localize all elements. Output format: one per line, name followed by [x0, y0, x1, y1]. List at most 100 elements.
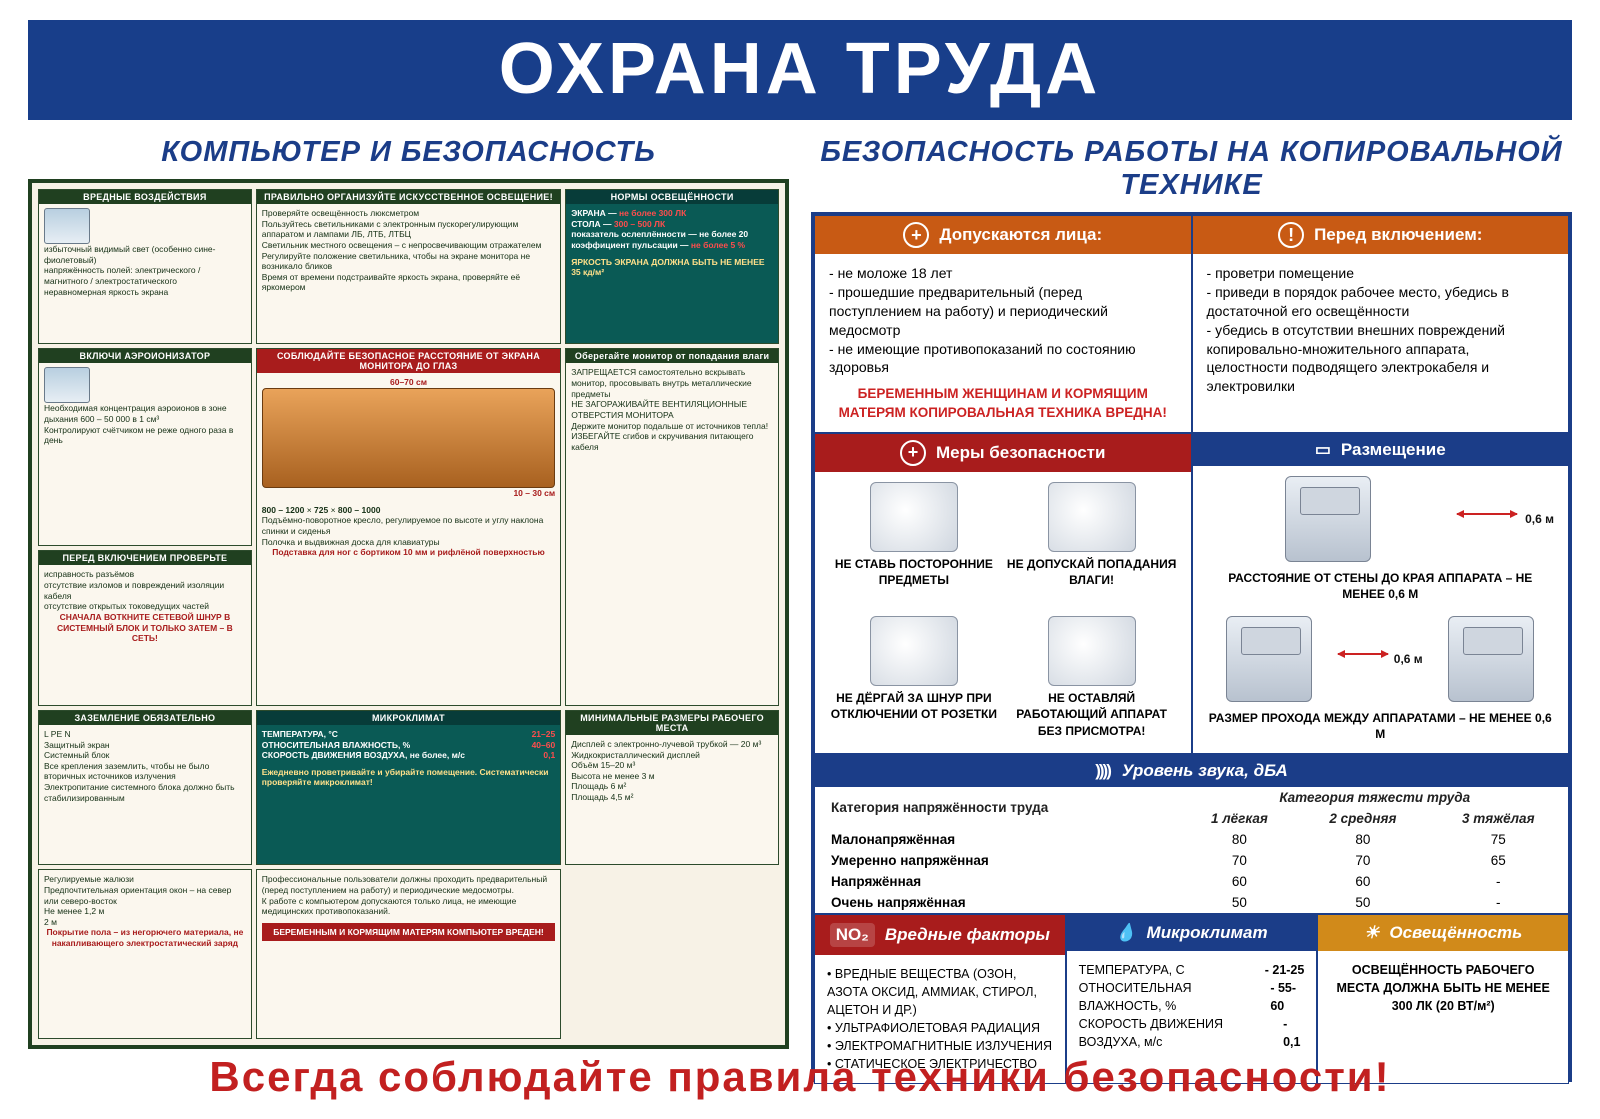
copier-icon — [1448, 616, 1534, 702]
v: - 55-60 — [1270, 979, 1304, 1015]
cell-head: ПРАВИЛЬНО ОРГАНИЗУЙТЕ ИСКУССТВЕННОЕ ОСВЕ… — [257, 190, 560, 204]
item: исправность разъёмов — [44, 569, 246, 580]
item: Предпочтительная ориентация окон – на се… — [44, 885, 246, 906]
desk-h: 725 — [314, 505, 328, 515]
cell-head: НОРМЫ ОСВЕЩЁННОСТИ — [566, 190, 778, 204]
item: Светильник местного освещения – с непрос… — [262, 240, 555, 251]
item: Пользуйтесь светильниками с электронным … — [262, 219, 555, 240]
trio-head: 💧 Микроклимат — [1067, 915, 1317, 951]
item: приведи в порядок рабочее место, убедись… — [1207, 283, 1555, 321]
dimension-arrow — [1457, 513, 1517, 525]
copier-icon — [1226, 616, 1312, 702]
title: Перед включением: — [1314, 225, 1482, 245]
item: отсутствие изломов и повреждений изоляци… — [44, 580, 246, 601]
box-head: ▭ Размещение — [1193, 434, 1569, 466]
text: Профессиональные пользователи должны про… — [262, 874, 555, 895]
dim-label: 0,6 м — [1525, 511, 1554, 527]
item: Жидкокристаллический дисплей — [571, 750, 773, 761]
k: ОТНОСИТЕЛЬНАЯ ВЛАЖНОСТЬ, % — [1079, 979, 1263, 1015]
sound-head: )))) Уровень звука, дБА — [815, 755, 1568, 787]
title: Допускаются лица: — [939, 225, 1102, 245]
cell-head: ВКЛЮЧИ АЭРОИОНИЗАТОР — [39, 349, 251, 363]
item: Электропитание системного блока должно б… — [44, 782, 246, 803]
col-group-b: Категория тяжести труда — [1182, 787, 1568, 808]
col: 1 лёгкая — [1182, 808, 1298, 829]
cell-grounding: ЗАЗЕМЛЕНИЕ ОБЯЗАТЕЛЬНО L PE N Защитный э… — [38, 710, 252, 865]
cell-head: ПЕРЕД ВКЛЮЧЕНИЕМ ПРОВЕРЬТЕ — [39, 551, 251, 565]
cell-harmful-effects: ВРЕДНЫЕ ВОЗДЕЙСТВИЯ избыточный видимый с… — [38, 189, 252, 344]
footer-slogan: Всегда соблюдайте правила техники безопа… — [0, 1053, 1600, 1101]
item: неравномерная яркость экрана — [44, 287, 246, 298]
note: Полочка и выдвижная доска для клавиатуры — [262, 537, 555, 548]
k: СКОРОСТЬ ДВИЖЕНИЯ ВОЗДУХА, не более, м/с — [262, 750, 465, 760]
right-panel: + Допускаются лица: не моложе 18 лет про… — [811, 212, 1572, 1082]
two-columns: КОМПЬЮТЕР И БЕЗОПАСНОСТЬ ВРЕДНЫЕ ВОЗДЕЙС… — [28, 136, 1572, 1082]
item: Регулируйте положение светильника, чтобы… — [262, 251, 555, 272]
warning-text: БЕРЕМЕННЫМ ЖЕНЩИНАМ И КОРМЯЩИМ МАТЕРЯМ К… — [829, 385, 1177, 421]
item: ИЗБЕГАЙТЕ сгибов и скручивания питающего… — [571, 431, 773, 452]
footrest: Подставка для ног с бортиком 10 мм и риф… — [262, 547, 555, 558]
item: убедись в отсутствии внешних повреждений… — [1207, 321, 1555, 397]
no2-icon: NO₂ — [830, 923, 875, 947]
sound-table: Категория напряжённости труда Категория … — [815, 787, 1568, 913]
v: 40–60 — [532, 740, 556, 751]
item: Держите монитор подальше от источников т… — [571, 421, 773, 432]
desk-illustration — [262, 388, 555, 488]
item: Площадь 6 м² — [571, 781, 773, 792]
left-poster: ВРЕДНЫЕ ВОЗДЕЙСТВИЯ избыточный видимый с… — [28, 179, 789, 1049]
left-heading: КОМПЬЮТЕР И БЕЗОПАСНОСТЬ — [28, 136, 789, 169]
item: не моложе 18 лет — [829, 264, 1177, 283]
v: 21–25 — [532, 729, 556, 740]
item: L PE N — [44, 729, 246, 740]
item: ЗАПРЕЩАЕТСЯ самостоятельно вскрывать мон… — [571, 367, 773, 399]
safety-q3: НЕ ДЁРГАЙ ЗА ШНУР ПРИ ОТКЛЮЧЕНИИ ОТ РОЗЕ… — [829, 616, 999, 742]
keyboard-distance: 10 – 30 см — [262, 488, 555, 499]
item: Время от времени подстраивайте яркость э… — [262, 272, 555, 293]
desk-w: 800 – 1200 — [262, 505, 305, 515]
item: Площадь 4,5 м² — [571, 792, 773, 803]
plug-icon — [870, 616, 958, 686]
item: Все крепления заземлить, чтобы не было в… — [44, 761, 246, 782]
dimension-arrow — [1338, 653, 1388, 665]
cell-head: МИКРОКЛИМАТ — [257, 711, 560, 725]
caption: РАССТОЯНИЕ ОТ СТЕНЫ ДО КРАЯ АППАРАТА – Н… — [1207, 570, 1555, 602]
foot: СНАЧАЛА ВОТКНИТЕ СЕТЕВОЙ ШНУР В СИСТЕМНЫ… — [44, 612, 246, 644]
item: проветри помещение — [1207, 264, 1555, 283]
ionizer-icon — [44, 367, 90, 403]
k: ТЕМПЕРАТУРА, °С — [262, 729, 338, 739]
cell-head: ВРЕДНЫЕ ВОЗДЕЙСТВИЯ — [39, 190, 251, 204]
k: ОТНОСИТЕЛЬНАЯ ВЛАЖНОСТЬ, % — [262, 740, 410, 750]
item: Защитный экран — [44, 740, 246, 751]
cell-monitor-care: Оберегайте монитор от попадания влаги ЗА… — [565, 348, 779, 705]
chair-note: Подъёмно-поворотное кресло, регулируемое… — [262, 515, 555, 536]
box-admitted: + Допускаются лица: не моложе 18 лет про… — [814, 215, 1192, 433]
safety-q2: НЕ ДОПУСКАЙ ПОПАДАНИЯ ВЛАГИ! — [1007, 482, 1177, 608]
cell-room: Регулируемые жалюзи Предпочтительная ори… — [38, 869, 252, 1039]
item: Контролируют счётчиком не реже одного ра… — [44, 425, 246, 446]
item: напряжённость полей: электрического / ма… — [44, 265, 246, 286]
cell-workplace-size: МИНИМАЛЬНЫЕ РАЗМЕРЫ РАБОЧЕГО МЕСТА Диспл… — [565, 710, 779, 865]
foot: Ежедневно проветривайте и убирайте помещ… — [262, 767, 555, 788]
safety-q4: НЕ ОСТАВЛЯЙ РАБОТАЮЩИЙ АППАРАТ БЕЗ ПРИСМ… — [1007, 616, 1177, 742]
left-column: КОМПЬЮТЕР И БЕЗОПАСНОСТЬ ВРЕДНЫЕ ВОЗДЕЙС… — [28, 136, 789, 1082]
v: не более 300 ЛК — [619, 208, 686, 218]
item: 2 м — [44, 917, 246, 928]
item: прошедшие предварительный (перед поступл… — [829, 283, 1177, 340]
list: проветри помещение приведи в порядок раб… — [1207, 264, 1555, 396]
k: коэффициент пульсации — [571, 240, 677, 250]
copier-icon — [1285, 476, 1371, 562]
v: не более 20 — [699, 229, 748, 239]
safety-q1: НЕ СТАВЬ ПОСТОРОННИЕ ПРЕДМЕТЫ — [829, 482, 999, 608]
table-row: Очень напряжённая5050- — [815, 892, 1568, 913]
k: СКОРОСТЬ ДВИЖЕНИЯ ВОЗДУХА, м/с — [1079, 1015, 1275, 1051]
title: Меры безопасности — [936, 443, 1105, 463]
table-row: Напряжённая6060- — [815, 871, 1568, 892]
cell-distance: СОБЛЮДАЙТЕ БЕЗОПАСНОЕ РАССТОЯНИЕ ОТ ЭКРА… — [256, 348, 561, 705]
cell-microclimate: МИКРОКЛИМАТ ТЕМПЕРАТУРА, °С 21–25 ОТНОСИ… — [256, 710, 561, 865]
box-before-on: ! Перед включением: проветри помещение п… — [1192, 215, 1570, 433]
sun-icon: ☀ — [1364, 923, 1379, 943]
item: не имеющие противопоказаний по состоянию… — [829, 340, 1177, 378]
desk-d: 800 – 1000 — [338, 505, 381, 515]
k: ЭКРАНА — [571, 208, 606, 218]
cell-head: СОБЛЮДАЙТЕ БЕЗОПАСНОЕ РАССТОЯНИЕ ОТ ЭКРА… — [257, 349, 560, 373]
